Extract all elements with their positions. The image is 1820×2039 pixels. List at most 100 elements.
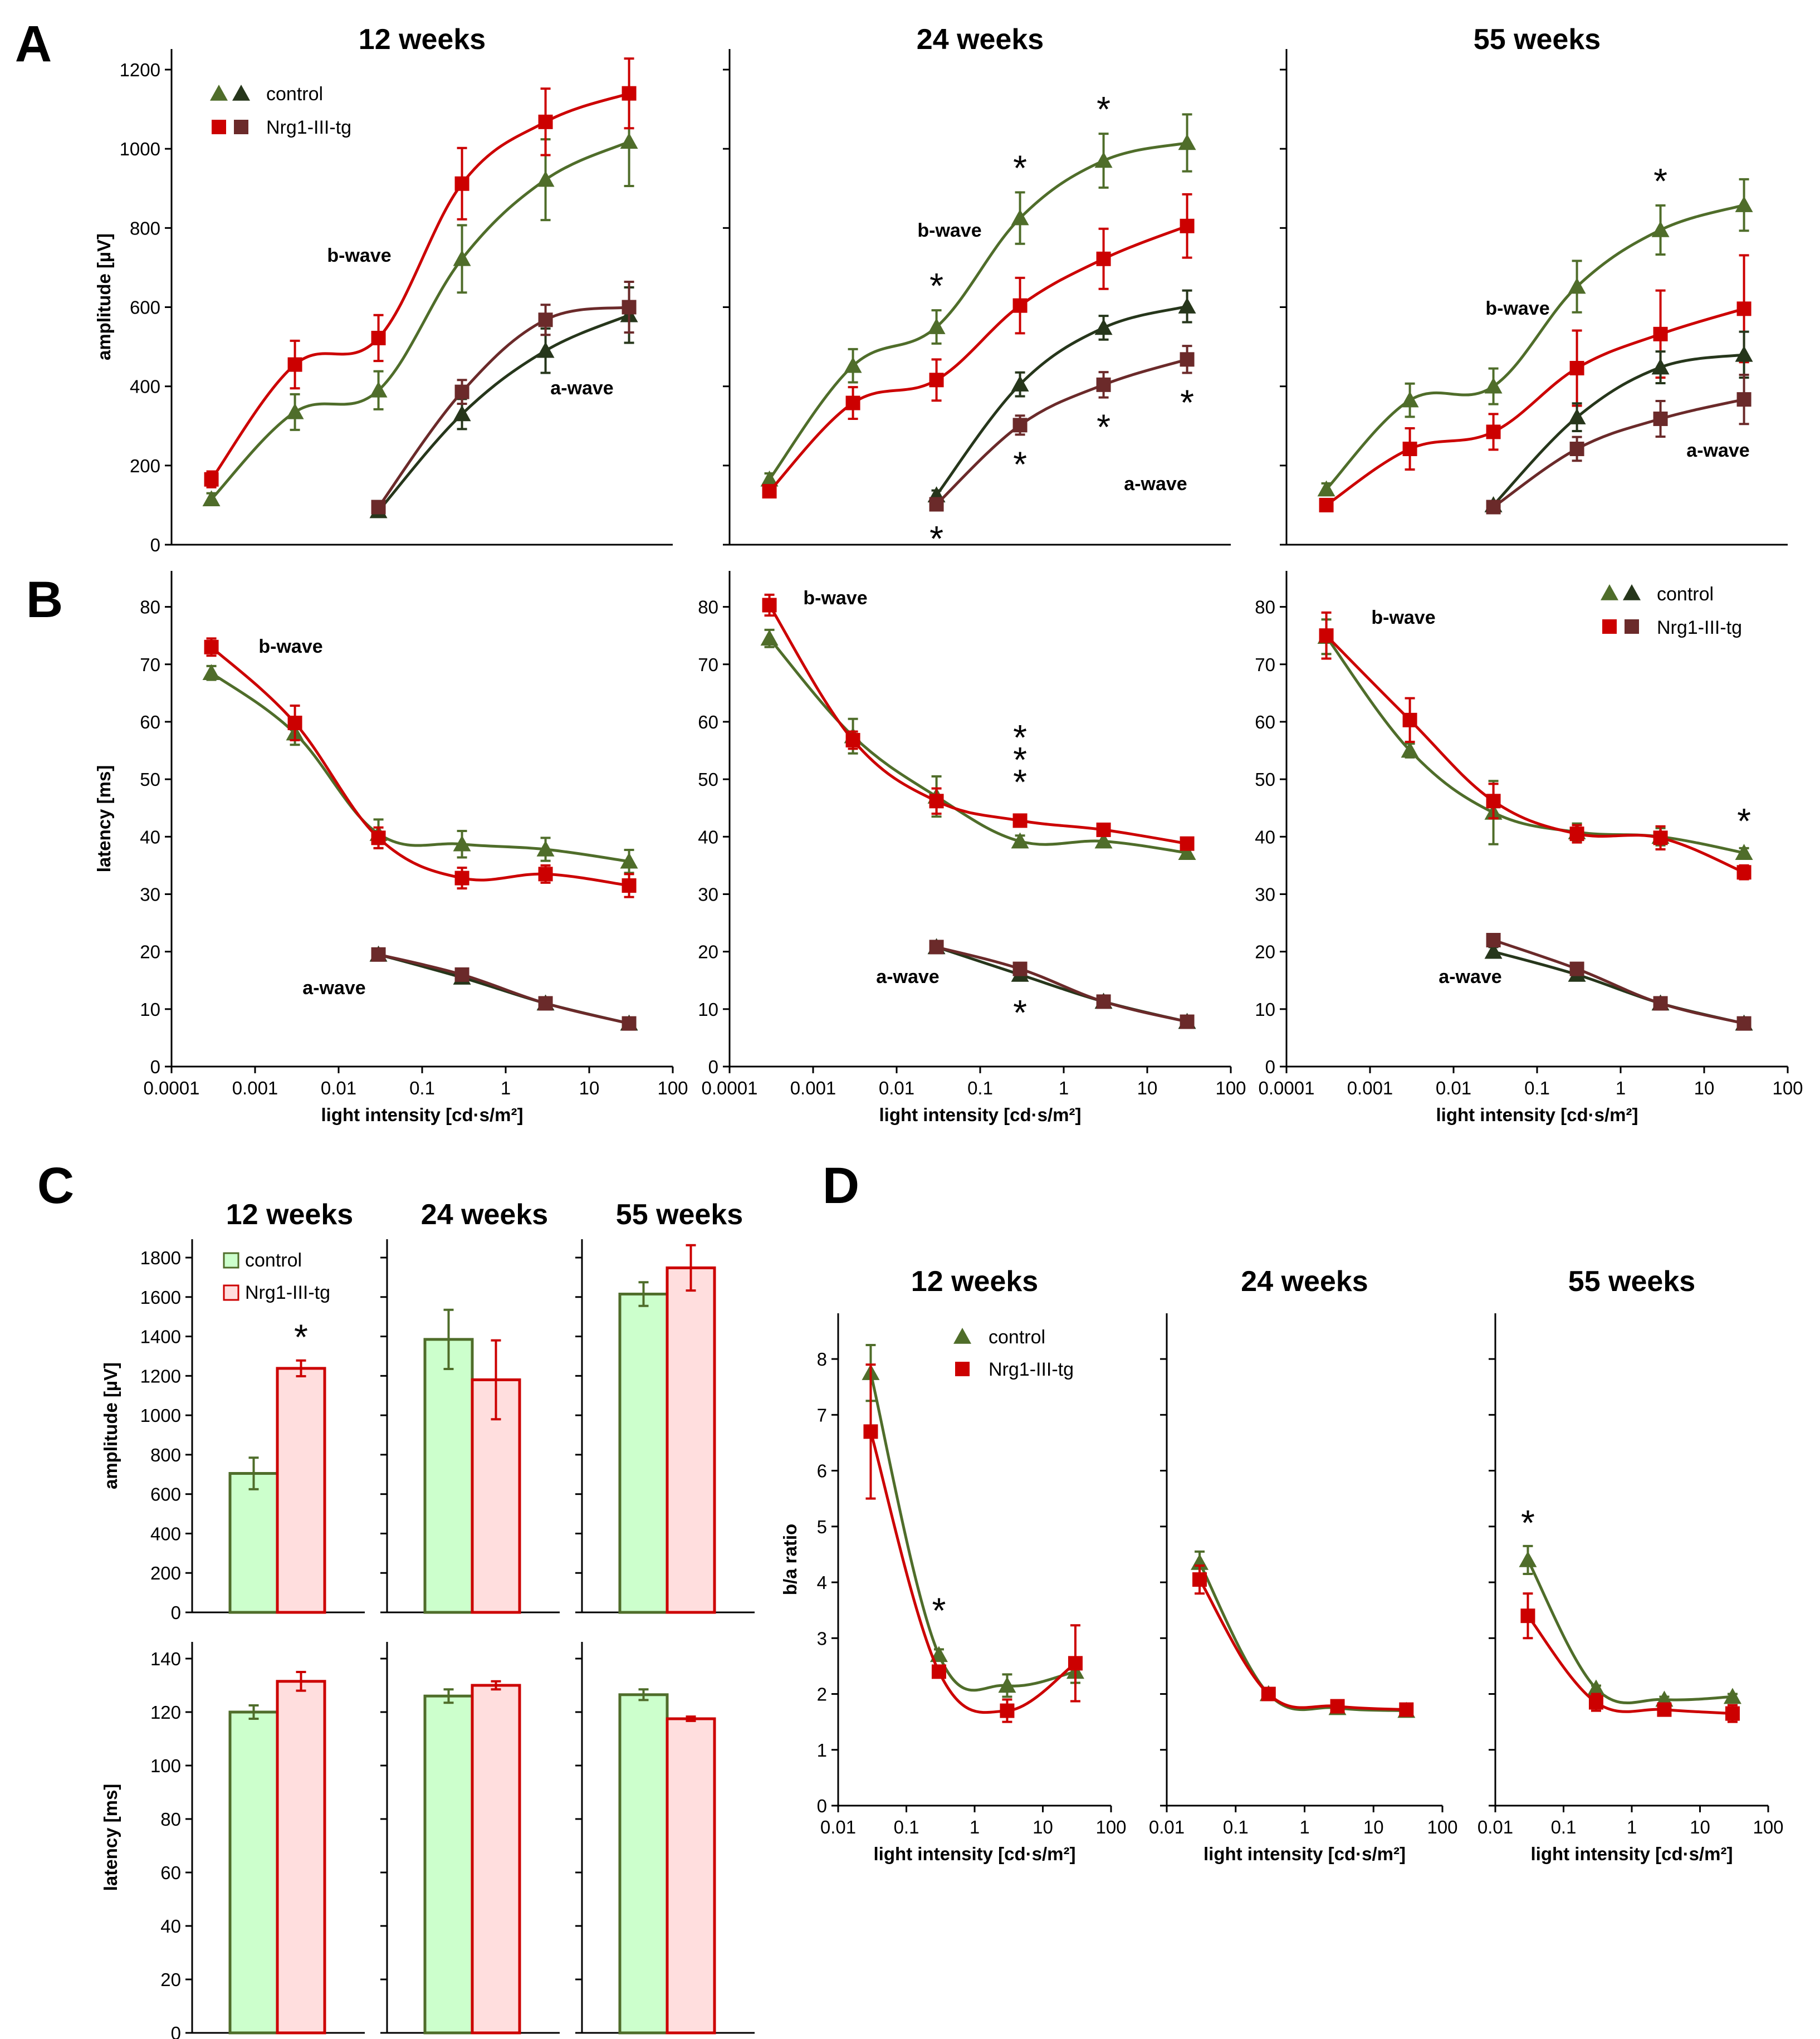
data-point [1192, 1572, 1207, 1587]
significance-star: * [1180, 382, 1194, 422]
x-tick-label: 0.1 [894, 1817, 919, 1837]
panel-a-subplot-3 [1280, 49, 1788, 546]
x-tick-label: 10 [1363, 1817, 1384, 1837]
data-point [371, 830, 386, 845]
y-tick-label: 50 [1255, 769, 1275, 790]
significance-star: * [1013, 762, 1027, 802]
y-tick-label: 6 [817, 1461, 827, 1481]
data-point [1401, 391, 1419, 408]
data-point [1180, 1014, 1195, 1029]
data-point [622, 878, 637, 893]
legend-control-label: control [1657, 584, 1714, 605]
y-tick-label: 10 [698, 999, 718, 1020]
data-point [453, 250, 471, 266]
data-point [1588, 1695, 1603, 1710]
x-tick-label: 0.0001 [702, 1078, 758, 1098]
bar-nrg1 [276, 1680, 326, 2035]
series-line [936, 945, 1188, 1023]
data-point [620, 852, 638, 869]
y-tick-label: 1200 [120, 60, 160, 80]
data-point [1520, 1608, 1535, 1624]
data-point [1012, 813, 1028, 828]
week-title: 12 weeks [226, 1199, 353, 1231]
panel-letter-a: A [15, 16, 52, 72]
y-tick-label: 140 [150, 1649, 181, 1669]
x-tick-label: 0.01 [820, 1817, 856, 1837]
data-point [1068, 1656, 1083, 1671]
series-line [1493, 398, 1745, 508]
data-point [1096, 251, 1111, 266]
bar-control [618, 1693, 669, 2035]
week-title: 55 weeks [1474, 23, 1601, 56]
y-axis-title: latency [ms] [100, 1784, 121, 1891]
y-tick-label: 40 [698, 827, 718, 847]
data-point [202, 490, 221, 507]
data-point [371, 330, 386, 345]
x-axis-title: light intensity [cd·s/m²] [1531, 1844, 1733, 1864]
data-point [1096, 994, 1111, 1009]
legend-marker-tg-a [234, 120, 248, 134]
y-axis-title: amplitude [µV] [100, 1362, 121, 1489]
data-point [1587, 1679, 1605, 1696]
panel-letter-d: D [823, 1157, 859, 1214]
y-tick-label: 60 [1255, 712, 1275, 732]
x-tick-label: 0.0001 [1259, 1078, 1315, 1098]
panel-a-subplot-2 [723, 49, 1231, 546]
legend-tg-label: Nrg1-III-tg [245, 1282, 330, 1303]
x-tick-label: 1 [1299, 1817, 1309, 1837]
panel-b-subplot-1: 0 10 20 30 40 50 60 70 80 0.0001 0.001 0.01 0.1 1 10 10… [94, 571, 688, 1125]
bar-control [228, 1472, 279, 1614]
data-point [1657, 1702, 1672, 1717]
data-point [1651, 221, 1670, 237]
x-tick-label: 100 [1753, 1817, 1783, 1837]
data-point [927, 318, 946, 334]
y-tick-label: 60 [160, 1862, 181, 1883]
significance-star: * [929, 266, 943, 306]
x-axis-title: light intensity [cd·s/m²] [1436, 1104, 1638, 1125]
x-axis-title: light intensity [cd·s/m²] [874, 1844, 1076, 1864]
x-tick-label: 0.001 [1347, 1078, 1393, 1098]
legend-control-label: control [245, 1250, 302, 1271]
y-axis-title: b/a ratio [780, 1524, 800, 1595]
data-point [369, 381, 388, 398]
bar-nrg1 [666, 1717, 716, 2035]
data-point [929, 373, 944, 388]
data-point [762, 598, 777, 613]
data-point [762, 484, 777, 499]
data-point [538, 996, 553, 1011]
data-point [538, 867, 553, 882]
data-point [454, 871, 469, 886]
data-point [931, 1664, 946, 1679]
data-point [1330, 1699, 1345, 1714]
panel-b-subplot-2: 0 10 20 30 40 50 60 70 80 0.0001 0.001 0.01 0.1 1 10 10… [698, 571, 1246, 1125]
legend-marker-control-b [210, 85, 228, 101]
data-point [845, 732, 860, 747]
x-tick-label: 0.01 [321, 1078, 356, 1098]
significance-star: * [1013, 717, 1027, 757]
a-wave-label: a-wave [1124, 473, 1187, 495]
x-tick-label: 100 [657, 1078, 688, 1098]
b-wave-label: b-wave [917, 220, 981, 241]
data-point [1178, 134, 1196, 150]
x-tick-label: 0.01 [1149, 1817, 1185, 1837]
series-line [1325, 307, 1745, 506]
data-point [1653, 830, 1668, 845]
b-wave-label: b-wave [1371, 607, 1435, 628]
y-tick-label: 0 [150, 535, 160, 555]
data-point [453, 405, 471, 422]
b-wave-label: b-wave [1485, 298, 1549, 319]
legend-swatch-tg [223, 1284, 239, 1301]
y-tick-label: 20 [1255, 942, 1275, 962]
data-point [1736, 1016, 1751, 1031]
x-tick-label: 0.1 [967, 1078, 993, 1098]
data-point [371, 947, 386, 962]
y-tick-label: 20 [140, 942, 160, 962]
data-point [845, 395, 860, 410]
data-point [1723, 1688, 1741, 1704]
data-point [929, 940, 944, 955]
x-tick-label: 1 [1616, 1078, 1626, 1098]
x-tick-label: 0.1 [1223, 1817, 1249, 1837]
y-tick-label: 800 [130, 218, 160, 238]
data-point [929, 794, 944, 809]
